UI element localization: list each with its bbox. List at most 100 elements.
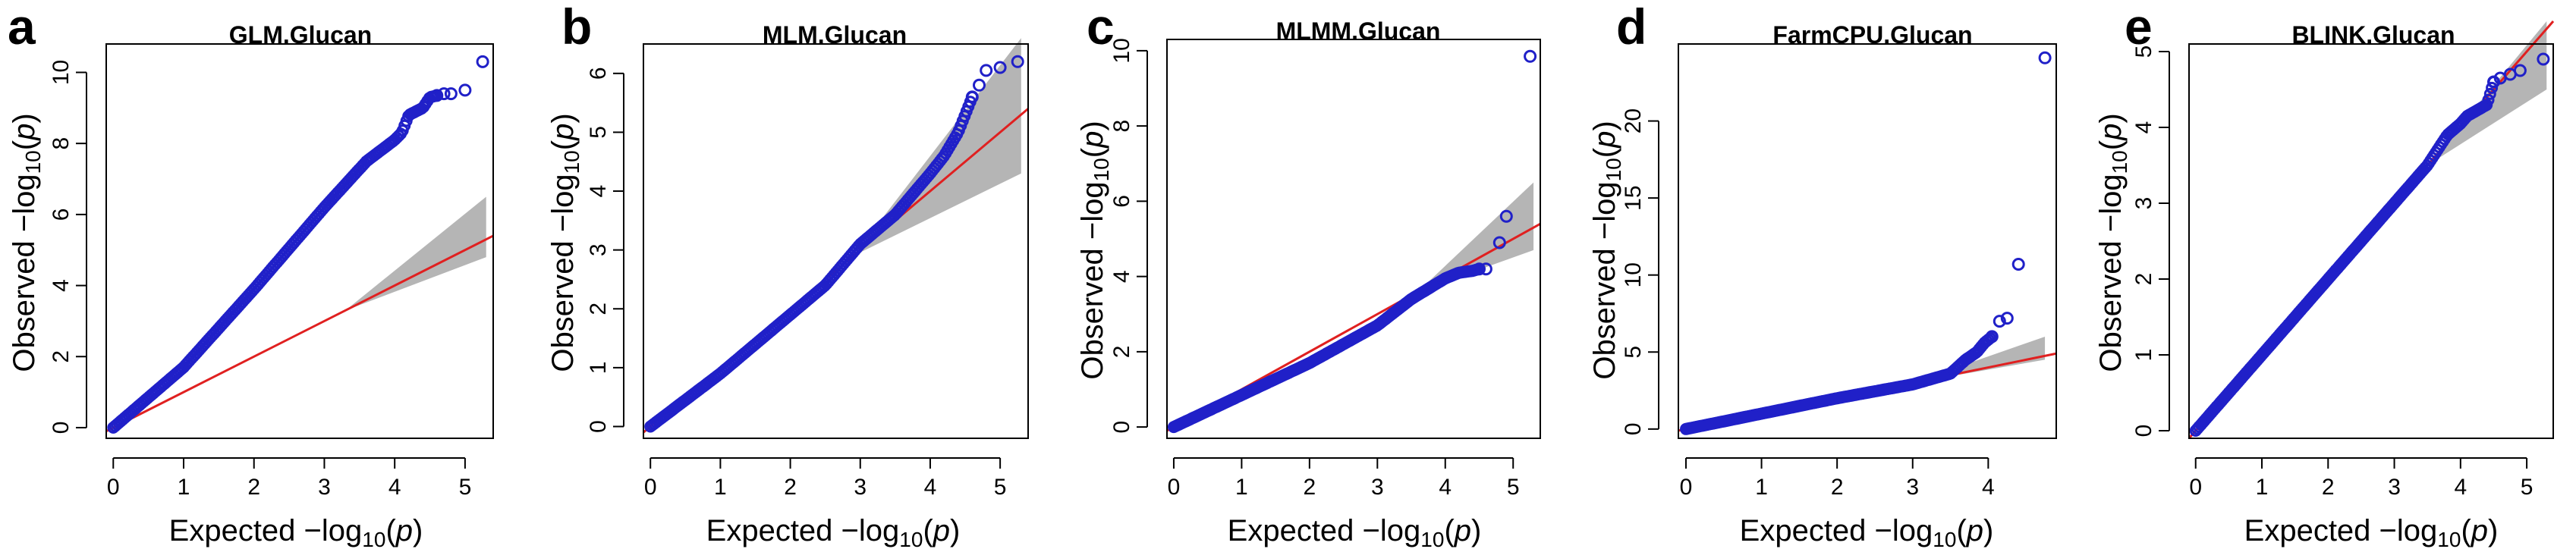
y-tick-label: 5 xyxy=(1621,346,1646,359)
data-point xyxy=(2486,81,2499,94)
y-tick-label: 2 xyxy=(49,350,74,363)
x-tick-label: 2 xyxy=(784,475,797,500)
x-axis: 0 1 2 3 4 5 xyxy=(107,457,471,500)
x-tick-label: 1 xyxy=(714,475,727,500)
reference-line xyxy=(105,234,494,432)
y-tick-label: 10 xyxy=(1621,262,1646,287)
y-tick-label: 10 xyxy=(1109,38,1134,63)
y-tick-label: 0 xyxy=(1621,422,1646,435)
panel-letter: e xyxy=(2125,0,2153,55)
x-tick-label: 4 xyxy=(388,475,401,500)
x-tick-label: 4 xyxy=(1982,475,1995,500)
x-tick-label: 2 xyxy=(1831,475,1844,500)
y-tick-label: 0 xyxy=(586,420,611,433)
data-point xyxy=(1985,330,1999,344)
y-axis-label: Observed −log10(p) xyxy=(546,113,583,372)
y-tick-label: 8 xyxy=(49,137,74,150)
data-point xyxy=(1011,55,1024,68)
x-tick-label: 0 xyxy=(1680,475,1693,500)
x-axis-label: Expected −log10(p) xyxy=(169,514,423,549)
x-tick-label: 4 xyxy=(1439,475,1452,500)
data-point xyxy=(2011,258,2025,271)
x-tick-label: 4 xyxy=(924,475,937,500)
y-tick-label: 4 xyxy=(586,185,611,198)
x-axis-label: Expected −log10(p) xyxy=(706,514,961,549)
y-axis: 0 1 2 3 4 5 xyxy=(2131,45,2170,437)
data-point xyxy=(965,90,979,104)
x-axis: 0 1 2 3 4 xyxy=(1680,457,1995,500)
y-axis-label: Observed −log10(p) xyxy=(1076,121,1113,379)
data-point xyxy=(2513,64,2527,77)
plot-frame xyxy=(105,43,494,439)
y-axis-label: Observed −log10(p) xyxy=(2094,113,2131,372)
x-tick-label: 0 xyxy=(2189,475,2202,500)
data-point xyxy=(476,55,489,68)
data-point xyxy=(980,64,993,77)
x-axis: 0 1 2 3 4 5 xyxy=(2189,457,2534,500)
y-tick-label: 3 xyxy=(586,243,611,256)
plot-area: 0 1 2 3 4 5 0 2 4 6 8 10 xyxy=(1109,38,1541,500)
x-tick-label: 5 xyxy=(2521,475,2534,500)
data-point xyxy=(2038,51,2052,64)
confidence-band xyxy=(1417,182,1534,292)
panel-letter: d xyxy=(1616,0,1647,55)
data-point xyxy=(2000,312,2014,325)
y-tick-label: 2 xyxy=(586,303,611,315)
y-tick-label: 4 xyxy=(49,279,74,292)
confidence-band xyxy=(853,38,1021,256)
x-tick-label: 2 xyxy=(2322,475,2335,500)
data-point xyxy=(458,83,472,97)
data-point xyxy=(1499,209,1513,223)
data-point xyxy=(2483,87,2496,100)
y-tick-label: 5 xyxy=(2131,45,2156,58)
confidence-band xyxy=(1912,336,2046,383)
y-tick-label: 20 xyxy=(1621,108,1646,133)
data-point xyxy=(430,89,444,102)
y-tick-label: 4 xyxy=(1109,270,1134,283)
data-point xyxy=(1473,262,1486,276)
y-tick-label: 6 xyxy=(586,67,611,80)
x-tick-label: 4 xyxy=(2454,475,2467,500)
data-point xyxy=(444,87,458,101)
data-point xyxy=(2537,52,2550,66)
data-point xyxy=(1492,236,1506,249)
qq-panel-mlmm: c MLMM.Glucan 0 1 2 3 4 5 0 2 4 6 8 10 Expected −lo… xyxy=(1076,0,1541,549)
y-tick-label: 5 xyxy=(586,126,611,139)
data-points xyxy=(1167,49,1537,434)
x-tick-label: 3 xyxy=(2388,475,2401,500)
y-axis-label: Observed −log10(p) xyxy=(8,113,45,372)
x-tick-label: 3 xyxy=(854,475,867,500)
y-axis: 0 1 2 3 4 5 6 xyxy=(586,67,624,433)
y-tick-label: 3 xyxy=(2131,197,2156,210)
data-point xyxy=(1524,49,1537,63)
y-tick-label: 1 xyxy=(586,362,611,375)
plot-area: 0 1 2 3 4 5 0 1 2 3 4 5 xyxy=(2131,20,2555,500)
y-tick-label: 10 xyxy=(49,60,74,85)
y-tick-label: 1 xyxy=(2131,349,2156,362)
x-tick-label: 0 xyxy=(1168,475,1181,500)
data-point xyxy=(2482,93,2495,106)
data-point xyxy=(1479,262,1492,276)
plot-area: 0 1 2 3 4 5 0 2 4 6 8 10 xyxy=(49,43,494,500)
data-point xyxy=(993,61,1007,74)
y-tick-label: 0 xyxy=(1109,421,1134,434)
y-axis: 0 2 4 6 8 10 xyxy=(1109,38,1148,434)
x-tick-label: 0 xyxy=(107,475,120,500)
plot-area: 0 1 2 3 4 5 0 1 2 3 4 5 6 xyxy=(586,38,1029,500)
x-axis-label: Expected −log10(p) xyxy=(2244,514,2499,549)
x-tick-label: 1 xyxy=(2256,475,2269,500)
y-tick-label: 8 xyxy=(1109,120,1134,133)
panel-letter: b xyxy=(561,0,592,55)
data-points xyxy=(1680,51,2052,435)
x-axis: 0 1 2 3 4 5 xyxy=(1168,457,1520,500)
data-point xyxy=(973,78,986,92)
plot-frame xyxy=(2188,43,2554,439)
panel-letter: c xyxy=(1087,0,1115,55)
x-tick-label: 3 xyxy=(1371,475,1384,500)
y-tick-label: 2 xyxy=(1109,346,1134,359)
x-tick-label: 5 xyxy=(1507,475,1520,500)
